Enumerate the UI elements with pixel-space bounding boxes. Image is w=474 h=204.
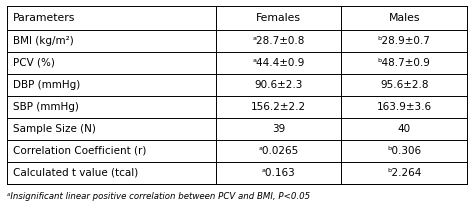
Text: 156.2±2.2: 156.2±2.2 (251, 102, 306, 112)
Text: 39: 39 (272, 124, 285, 134)
Text: ᵃ28.7±0.8: ᵃ28.7±0.8 (253, 35, 305, 46)
Text: ᵃInsignificant linear positive correlation between PCV and BMI, P<0.05: ᵃInsignificant linear positive correlati… (7, 192, 310, 201)
Text: Calculated t value (tcal): Calculated t value (tcal) (13, 168, 138, 178)
Text: 95.6±2.8: 95.6±2.8 (380, 80, 428, 90)
Text: ᵇ48.7±0.9: ᵇ48.7±0.9 (378, 58, 430, 68)
Text: 90.6±2.3: 90.6±2.3 (255, 80, 303, 90)
Text: Correlation Coefficient (r): Correlation Coefficient (r) (13, 146, 146, 156)
Text: BMI (kg/m²): BMI (kg/m²) (13, 35, 73, 46)
Text: 40: 40 (398, 124, 410, 134)
Text: Sample Size (N): Sample Size (N) (13, 124, 96, 134)
Text: Males: Males (388, 13, 420, 23)
Text: DBP (mmHg): DBP (mmHg) (13, 80, 80, 90)
Text: ᵇ2.264: ᵇ2.264 (387, 168, 421, 178)
Text: Females: Females (256, 13, 301, 23)
Text: PCV (%): PCV (%) (13, 58, 55, 68)
Text: SBP (mmHg): SBP (mmHg) (13, 102, 79, 112)
Text: 163.9±3.6: 163.9±3.6 (376, 102, 432, 112)
Text: ᵃ44.4±0.9: ᵃ44.4±0.9 (253, 58, 305, 68)
Text: Parameters: Parameters (13, 13, 75, 23)
Text: ᵇ0.306: ᵇ0.306 (387, 146, 421, 156)
Text: ᵇ28.9±0.7: ᵇ28.9±0.7 (378, 35, 430, 46)
Text: ᵃ0.0265: ᵃ0.0265 (259, 146, 299, 156)
Text: ᵃ0.163: ᵃ0.163 (262, 168, 296, 178)
